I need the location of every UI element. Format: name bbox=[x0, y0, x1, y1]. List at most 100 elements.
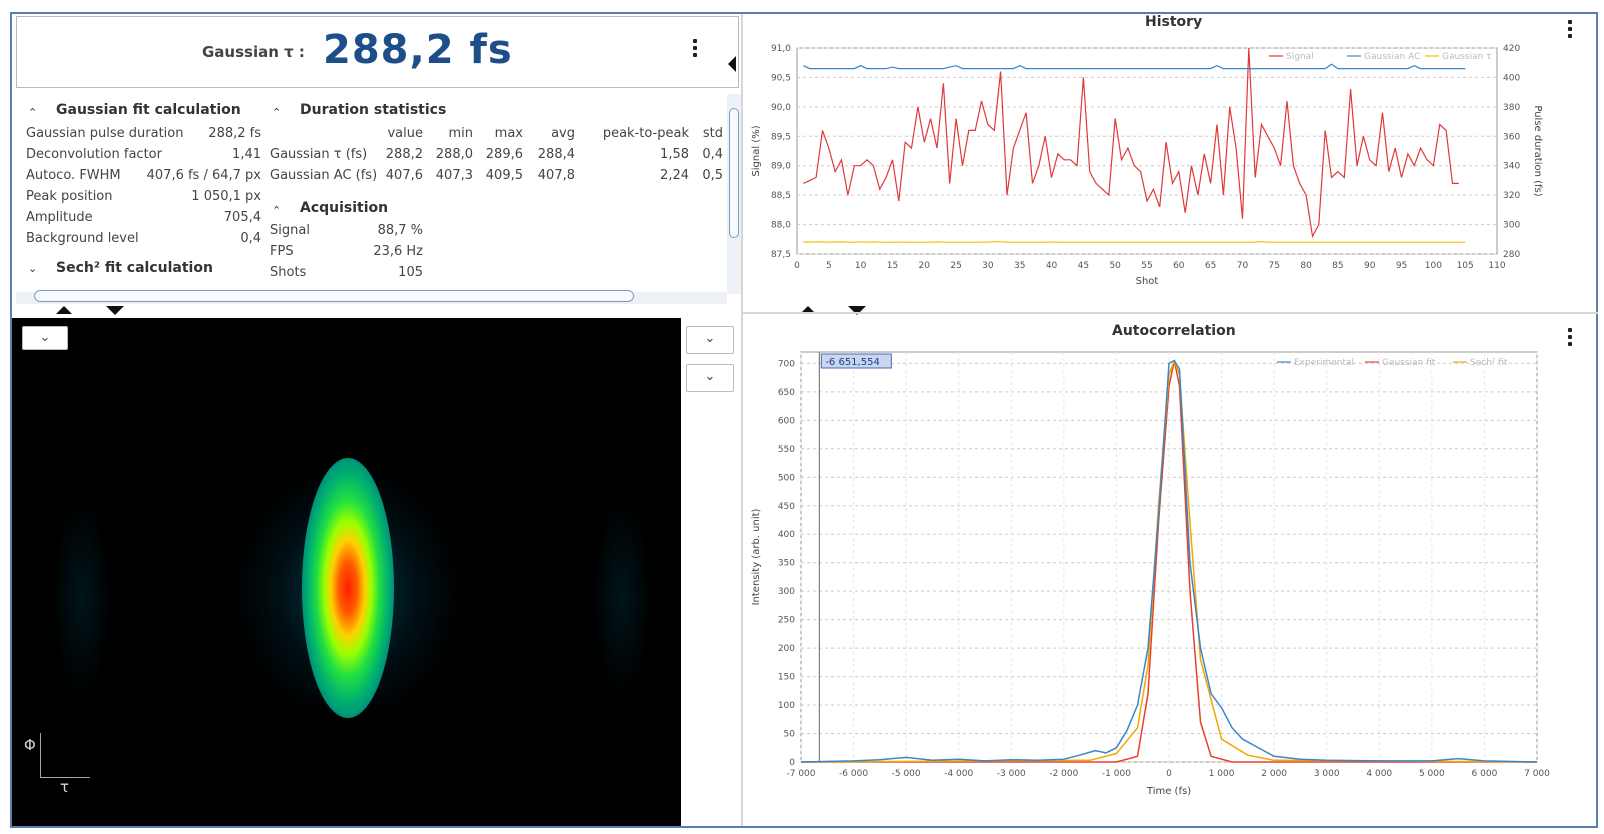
x-tick-label: 55 bbox=[1141, 261, 1152, 271]
kebab-menu-icon[interactable] bbox=[1568, 328, 1572, 349]
stats-cell: 0,4 bbox=[702, 147, 723, 162]
acquisition-row-value: 23,6 Hz bbox=[373, 244, 423, 259]
y-tick-label: 90,5 bbox=[771, 73, 791, 83]
expand-down-icon[interactable] bbox=[848, 306, 866, 315]
acquisition-title[interactable]: Acquisition bbox=[300, 200, 389, 216]
beam-spot bbox=[302, 458, 394, 718]
collapse-caret-icon[interactable]: ⌃ bbox=[272, 106, 282, 119]
stats-panel: ⌃ Gaussian fit calculation Gaussian puls… bbox=[16, 92, 739, 304]
x-tick-label: 30 bbox=[982, 261, 994, 271]
stats-cell: 407,8 bbox=[537, 168, 575, 183]
x-tick-label: -4 000 bbox=[944, 769, 973, 779]
gaussian-row-value: 1,41 bbox=[232, 147, 261, 162]
gaussian-row-label: Amplitude bbox=[26, 210, 93, 225]
x-tick-label: 4 000 bbox=[1366, 769, 1392, 779]
y-tick-label: 100 bbox=[778, 701, 795, 711]
beam-side-lobe bbox=[592, 498, 652, 698]
y-right-tick-label: 380 bbox=[1503, 103, 1520, 113]
duration-stats-title[interactable]: Duration statistics bbox=[300, 102, 447, 118]
stats-cell: 2,24 bbox=[660, 168, 689, 183]
collapse-caret-icon[interactable]: ⌃ bbox=[272, 204, 282, 217]
horizontal-divider[interactable] bbox=[743, 312, 1598, 314]
collapse-up-icon[interactable] bbox=[800, 306, 816, 314]
acquisition-row-value: 105 bbox=[398, 265, 423, 280]
expand-caret-icon[interactable]: ⌄ bbox=[28, 262, 38, 275]
gaussian-fit-title[interactable]: Gaussian fit calculation bbox=[56, 102, 241, 118]
y-axis-label: Signal (%) bbox=[751, 125, 762, 176]
stats-column-header: value bbox=[387, 126, 423, 141]
y-right-tick-label: 340 bbox=[1503, 162, 1520, 172]
camera-image-panel: Φ τ bbox=[12, 318, 681, 826]
chevron-down-icon: ⌄ bbox=[704, 331, 716, 346]
gaussian-row-label: Gaussian pulse duration bbox=[26, 126, 184, 141]
x-tick-label: 1 000 bbox=[1209, 769, 1235, 779]
gaussian-row-label: Background level bbox=[26, 231, 139, 246]
y-tick-label: 88,5 bbox=[771, 191, 791, 201]
header-label: Gaussian τ : bbox=[202, 43, 305, 61]
collapse-left-icon[interactable] bbox=[728, 56, 736, 72]
sech-fit-title[interactable]: Sech² fit calculation bbox=[56, 260, 213, 276]
acquisition-row-label: Shots bbox=[270, 265, 307, 280]
image-dropdown-button[interactable]: ⌄ bbox=[22, 326, 68, 350]
x-tick-label: 85 bbox=[1332, 261, 1343, 271]
stats-column-header: max bbox=[494, 126, 523, 141]
y-tick-label: 650 bbox=[778, 388, 795, 398]
y-right-tick-label: 360 bbox=[1503, 132, 1520, 142]
legend-entry: Signal bbox=[1286, 52, 1314, 62]
y-right-tick-label: 320 bbox=[1503, 191, 1520, 201]
vertical-divider[interactable] bbox=[741, 14, 743, 826]
stats-row-label: Gaussian τ (fs) bbox=[270, 147, 368, 162]
stats-row-label: Gaussian AC (fs) bbox=[270, 168, 378, 183]
legend-entry: Gaussian τ bbox=[1442, 52, 1492, 62]
y-right-tick-label: 400 bbox=[1503, 73, 1520, 83]
y-tick-label: 89,5 bbox=[771, 132, 791, 142]
stats-cell: 1,58 bbox=[660, 147, 689, 162]
y-tick-label: 550 bbox=[778, 445, 795, 455]
legend-entry: Sech² fit bbox=[1470, 358, 1508, 368]
collapse-caret-icon[interactable]: ⌃ bbox=[28, 106, 38, 119]
x-tick-label: -6 000 bbox=[839, 769, 868, 779]
stats-cell: 409,5 bbox=[485, 168, 523, 183]
x-tick-label: -5 000 bbox=[892, 769, 921, 779]
stats-cell: 288,4 bbox=[537, 147, 575, 162]
chevron-down-icon: ⌄ bbox=[39, 330, 51, 345]
y-tick-label: 400 bbox=[778, 530, 795, 540]
x-tick-label: 70 bbox=[1237, 261, 1249, 271]
x-tick-label: 0 bbox=[1166, 769, 1172, 779]
x-tick-label: -3 000 bbox=[997, 769, 1026, 779]
y-tick-label: 0 bbox=[789, 758, 795, 768]
plot-area bbox=[796, 47, 1498, 255]
x-tick-label: 65 bbox=[1205, 261, 1216, 271]
stats-column-header: min bbox=[448, 126, 473, 141]
x-tick-label: 35 bbox=[1014, 261, 1025, 271]
expand-down-icon[interactable] bbox=[106, 306, 124, 315]
view-dropdown-button[interactable]: ⌄ bbox=[686, 364, 734, 392]
history-chart-title: History bbox=[1145, 14, 1203, 30]
series-line-experimental bbox=[800, 359, 1538, 763]
x-tick-label: -1 000 bbox=[1102, 769, 1131, 779]
stats-horizontal-scroll-thumb[interactable] bbox=[34, 290, 634, 302]
stats-cell: 407,3 bbox=[435, 168, 473, 183]
collapse-up-icon[interactable] bbox=[56, 306, 72, 314]
x-tick-label: 2 000 bbox=[1261, 769, 1287, 779]
view-dropdown-button[interactable]: ⌄ bbox=[686, 326, 734, 354]
y-tick-label: 50 bbox=[784, 730, 796, 740]
y-right-tick-label: 300 bbox=[1503, 221, 1520, 231]
stats-vertical-scroll-thumb[interactable] bbox=[729, 108, 739, 238]
y-tick-label: 300 bbox=[778, 587, 795, 597]
kebab-menu-icon[interactable] bbox=[1568, 20, 1572, 41]
gaussian-row-label: Autoco. FWHM bbox=[26, 168, 121, 183]
beam-side-lobe bbox=[52, 498, 112, 698]
kebab-menu-icon[interactable] bbox=[693, 39, 697, 60]
gaussian-row-value: 288,2 fs bbox=[208, 126, 261, 141]
x-tick-label: 100 bbox=[1425, 261, 1442, 271]
acquisition-row-value: 88,7 % bbox=[377, 223, 423, 238]
x-tick-label: 90 bbox=[1364, 261, 1376, 271]
header-value: 288,2 fs bbox=[323, 27, 513, 73]
autocorrelation-chart: 0 50 100 150 200 250 300 350 400 450 500 550 600 650 7… bbox=[751, 351, 1550, 797]
y-tick-label: 89,0 bbox=[771, 162, 791, 172]
y-right-tick-label: 420 bbox=[1503, 44, 1520, 54]
stats-cell: 0,5 bbox=[702, 168, 723, 183]
y-axis-label: Intensity (arb. unit) bbox=[751, 508, 762, 605]
gaussian-row-label: Deconvolution factor bbox=[26, 147, 162, 162]
